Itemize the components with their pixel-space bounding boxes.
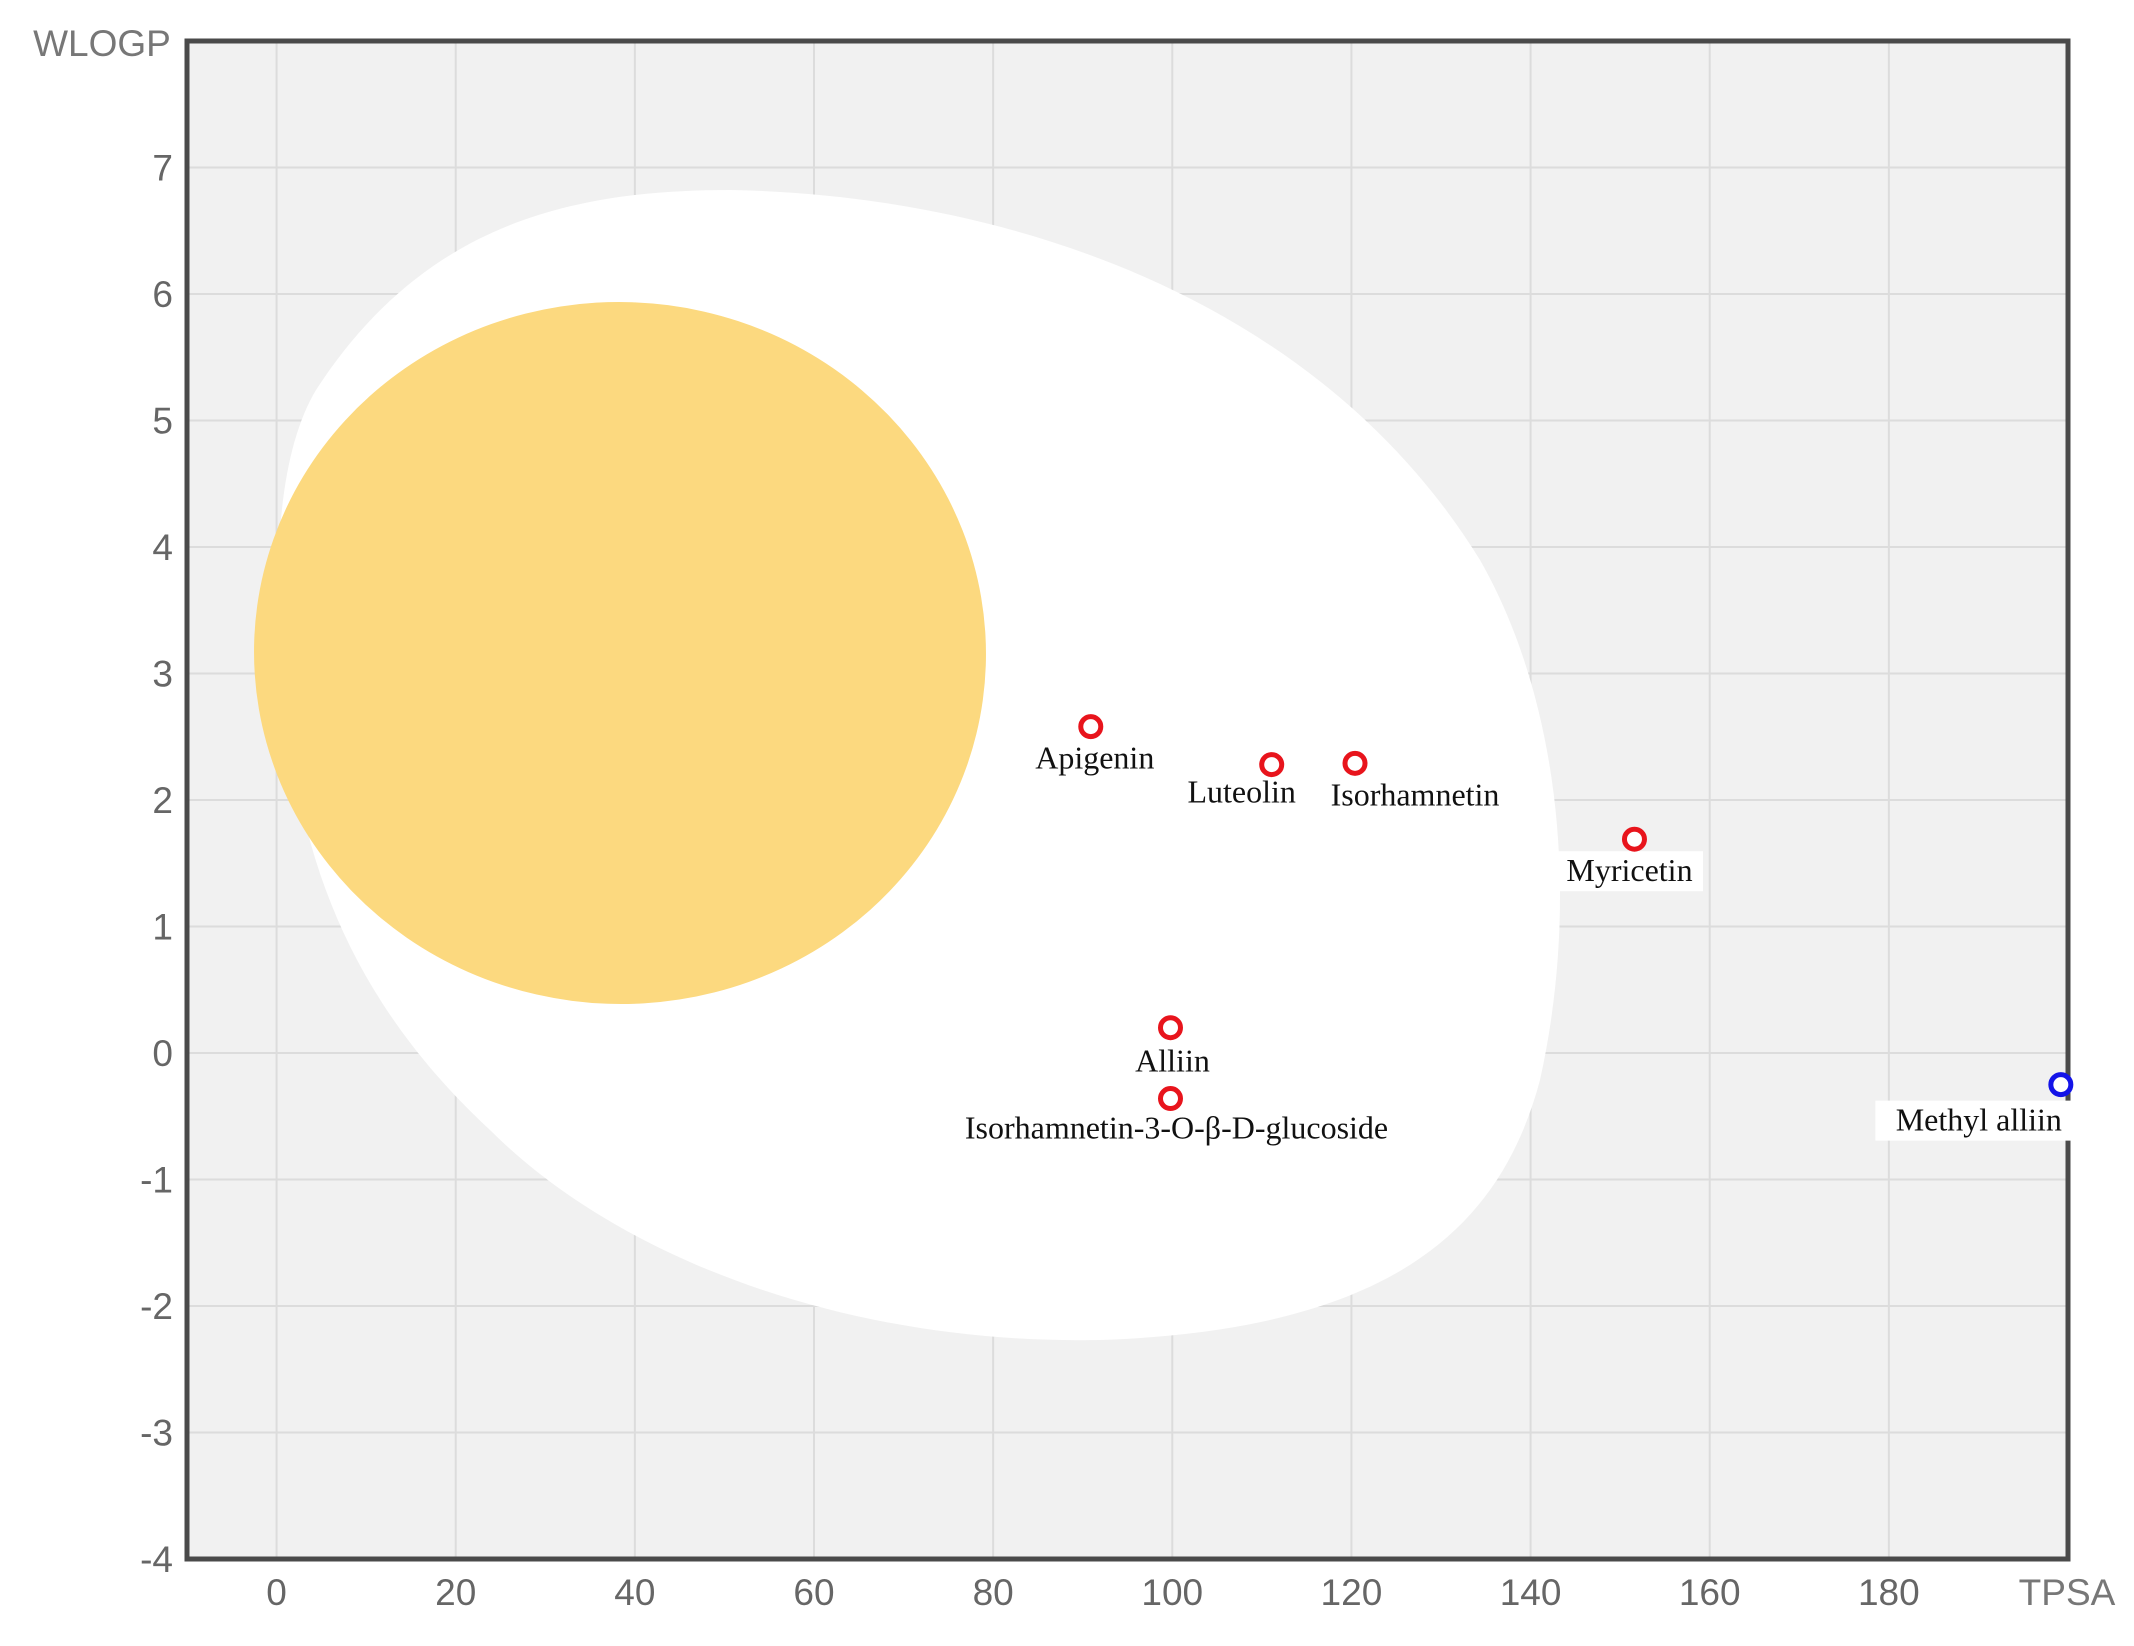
y-tick-label: 6	[152, 274, 173, 315]
y-tick-label: -3	[140, 1413, 173, 1454]
point-label-bg	[1028, 738, 1161, 779]
point-label: Apigenin	[1035, 740, 1154, 776]
y-tick-label: 1	[152, 907, 173, 948]
x-tick-label: 40	[614, 1572, 655, 1613]
data-points: Apigenin Luteolin Isorhamnetin Myricetin All…	[945, 714, 2083, 1149]
x-axis-title: TPSA	[2019, 1572, 2116, 1613]
point-label: Alliin	[1135, 1043, 1210, 1079]
x-tick-label: 20	[435, 1572, 476, 1613]
tick-labels: 0 20 40 60 80 100 120 140 160 180 -4 -3 -2 -1 0 1 2 3 4 5 6 7	[140, 148, 1920, 1614]
y-tick-label: 4	[152, 527, 173, 568]
x-tick-label: 0	[266, 1572, 287, 1613]
data-point-red	[1157, 1086, 1183, 1112]
point-label-bg	[1319, 775, 1512, 816]
y-tick-label: -2	[140, 1286, 173, 1327]
y-tick-label: 7	[152, 148, 173, 189]
x-tick-label: 80	[973, 1572, 1014, 1613]
y-tick-label: 3	[152, 654, 173, 695]
point-label: Myricetin	[1566, 852, 1692, 888]
x-tick-label: 140	[1500, 1572, 1562, 1613]
yolk-region	[254, 301, 986, 1005]
point-label-bg	[1555, 851, 1703, 892]
y-tick-label: 2	[152, 780, 173, 821]
data-point-red	[1621, 826, 1647, 852]
data-point-red	[1259, 752, 1285, 778]
data-point-blue	[2048, 1072, 2074, 1098]
point-label-bg	[1175, 772, 1308, 813]
point-label: Isorhamnetin	[1331, 776, 1500, 812]
data-point-red	[1078, 714, 1104, 740]
egg-regions	[254, 190, 1561, 1341]
y-axis-title: WLOGP	[33, 23, 171, 64]
data-point-red	[1157, 1015, 1183, 1041]
y-tick-label: -4	[140, 1539, 173, 1580]
point-label-bg	[1875, 1100, 2083, 1141]
y-tick-label: 0	[152, 1033, 173, 1074]
x-tick-label: 60	[793, 1572, 834, 1613]
plot-border	[184, 38, 2071, 1562]
point-label-bg	[1121, 1041, 1224, 1082]
x-tick-label: 180	[1858, 1572, 1920, 1613]
point-label: Methyl alliin	[1896, 1102, 2062, 1138]
y-tick-label: -1	[140, 1160, 173, 1201]
x-tick-label: 160	[1679, 1572, 1741, 1613]
point-label: Luteolin	[1187, 774, 1295, 810]
data-point-red	[1342, 750, 1368, 776]
x-tick-label: 100	[1141, 1572, 1203, 1613]
point-label-bg	[945, 1108, 1408, 1149]
x-tick-label: 120	[1321, 1572, 1383, 1613]
y-tick-label: 5	[152, 401, 173, 442]
point-label: Isorhamnetin-3-O-β-D-glucoside	[965, 1110, 1388, 1146]
